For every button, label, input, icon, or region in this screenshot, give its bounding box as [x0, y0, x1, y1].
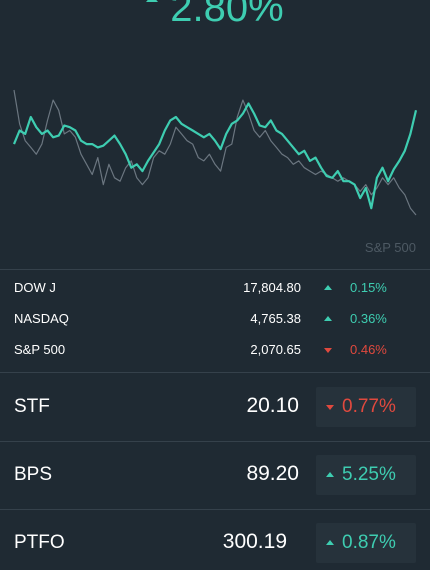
- index-change: 0.46%: [350, 342, 387, 357]
- up-arrow-icon: [324, 285, 332, 290]
- divider: [0, 372, 430, 373]
- up-arrow-icon: [324, 316, 332, 321]
- stock-price: 300.19: [222, 530, 287, 553]
- stock-change-chip[interactable]: 0.77%: [316, 387, 416, 427]
- down-arrow-icon: [326, 405, 334, 410]
- up-arrow-icon: [326, 540, 334, 545]
- index-value: 2,070.65: [250, 342, 301, 357]
- stock-change: 0.87%: [342, 532, 396, 553]
- stock-price: 20.10: [246, 394, 299, 417]
- chart-benchmark-label: S&P 500: [364, 240, 416, 255]
- stock-change-chip[interactable]: 0.87%: [316, 523, 416, 563]
- benchmark-line: [13, 89, 417, 216]
- index-name: NASDAQ: [14, 311, 69, 326]
- stock-row-ptfo[interactable]: PTFO 300.19 0.87%: [0, 509, 430, 570]
- index-value: 17,804.80: [243, 280, 301, 295]
- up-arrow-icon: [326, 472, 334, 477]
- index-row-nasdaq[interactable]: NASDAQ 4,765.38 0.36%: [0, 307, 430, 331]
- down-arrow-icon: [324, 348, 332, 353]
- stock-row-stf[interactable]: STF 20.10 0.77%: [0, 373, 430, 441]
- index-row-sp500[interactable]: S&P 500 2,070.65 0.46%: [0, 338, 430, 362]
- stock-price: 89.20: [246, 462, 299, 485]
- up-arrow-icon: [146, 0, 159, 2]
- stock-row-bps[interactable]: BPS 89.20 5.25%: [0, 441, 430, 509]
- performance-chart[interactable]: [0, 70, 430, 265]
- index-change: 0.36%: [350, 311, 387, 326]
- divider: [0, 509, 430, 510]
- index-name: S&P 500: [14, 342, 66, 357]
- portfolio-line: [12, 102, 418, 210]
- stock-change: 5.25%: [342, 464, 396, 485]
- index-value: 4,765.38: [250, 311, 301, 326]
- divider: [0, 441, 430, 442]
- index-name: DOW J: [14, 280, 56, 295]
- stock-change: 0.77%: [342, 396, 396, 417]
- index-change: 0.15%: [350, 280, 387, 295]
- performance-chart-svg: [12, 89, 418, 216]
- portfolio-change: 2.80%: [0, 0, 430, 32]
- stock-symbol: PTFO: [14, 532, 65, 553]
- stock-change-chip[interactable]: 5.25%: [316, 455, 416, 495]
- portfolio-change-value: 2.80%: [170, 0, 284, 30]
- divider: [0, 269, 430, 270]
- stock-symbol: STF: [14, 396, 50, 417]
- index-row-dow[interactable]: DOW J 17,804.80 0.15%: [0, 276, 430, 300]
- stock-symbol: BPS: [14, 464, 53, 485]
